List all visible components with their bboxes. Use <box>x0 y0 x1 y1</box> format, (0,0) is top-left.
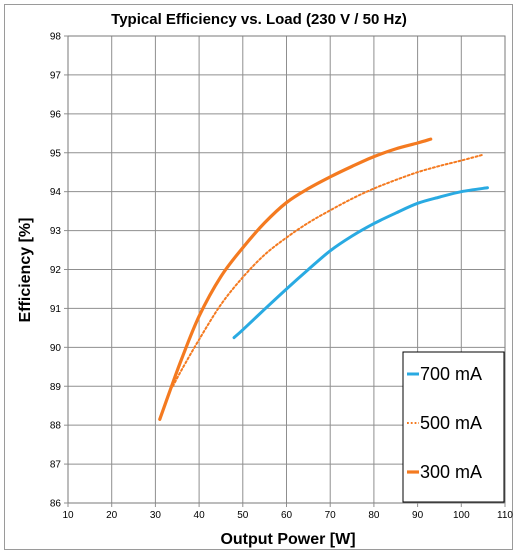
y-tick-label: 88 <box>50 421 62 432</box>
x-tick-label: 70 <box>325 510 337 521</box>
y-tick-label: 92 <box>50 265 62 276</box>
tick-layer: 10 20 30 40 50 60 70 80 90 100 110 86 87 88 89 90 91 92 93… <box>50 32 514 522</box>
x-tick-label: 90 <box>412 510 424 521</box>
y-tick-label: 93 <box>50 226 62 237</box>
series-layer <box>158 137 490 421</box>
x-tick-label: 60 <box>281 510 293 521</box>
x-tick-label: 100 <box>453 510 470 521</box>
x-tick-label: 40 <box>194 510 206 521</box>
legend-label: 500 mA <box>420 413 482 433</box>
x-tick-label: 50 <box>237 510 249 521</box>
x-tick-label: 20 <box>106 510 118 521</box>
chart-title: Typical Efficiency vs. Load (230 V / 50 … <box>111 11 407 28</box>
legend-layer: 700 mA 500 mA 300 mA <box>402 351 505 503</box>
y-tick-label: 94 <box>50 187 62 198</box>
x-tick-label: 30 <box>150 510 162 521</box>
y-axis-title: Efficiency [%] <box>17 218 34 323</box>
y-tick-label: 87 <box>50 460 62 471</box>
legend-label: 700 mA <box>420 364 482 384</box>
legend-box <box>402 351 505 503</box>
series-line-300-ma <box>158 137 433 421</box>
y-tick-label: 89 <box>50 382 62 393</box>
x-tick-label: 110 <box>497 510 513 521</box>
legend-label: 300 mA <box>420 462 482 482</box>
x-axis-title: Output Power [W] <box>220 531 355 548</box>
y-tick-label: 98 <box>50 32 62 43</box>
y-tick-label: 96 <box>50 109 62 120</box>
y-tick-label: 95 <box>50 148 62 159</box>
y-tick-label: 97 <box>50 70 62 81</box>
y-tick-label: 91 <box>50 304 62 315</box>
x-tick-label: 80 <box>368 510 380 521</box>
y-tick-label: 90 <box>50 343 62 354</box>
series-line-700-ma <box>232 186 490 340</box>
x-tick-label: 10 <box>62 510 74 521</box>
y-tick-label: 86 <box>50 499 62 510</box>
series-line-500-ma <box>171 153 485 388</box>
